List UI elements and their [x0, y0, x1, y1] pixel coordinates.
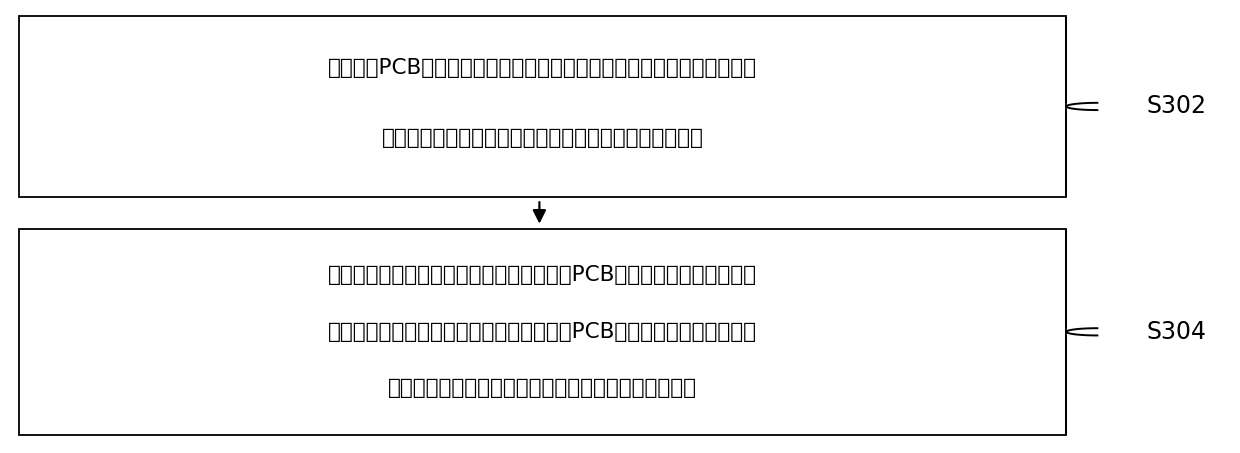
Text: ，上述预设比例用于指示上述多路功率间的功率分配比例: ，上述预设比例用于指示上述多路功率间的功率分配比例: [382, 128, 703, 148]
FancyBboxPatch shape: [19, 16, 1066, 197]
Text: 将上述多路功率中的第二类功率在上述多层PCB板的内层进行传输，其中: 将上述多路功率中的第二类功率在上述多层PCB板的内层进行传输，其中: [329, 322, 756, 342]
Text: 将上述多路功率中的第一类功率在上述多层PCB板的表层进行传输，以及: 将上述多路功率中的第一类功率在上述多层PCB板的表层进行传输，以及: [329, 265, 756, 285]
Text: S304: S304: [1147, 320, 1207, 344]
FancyBboxPatch shape: [19, 229, 1066, 435]
Text: ，上述第一类功率和上述第二类功率组成上述多路功率: ，上述第一类功率和上述第二类功率组成上述多路功率: [388, 378, 697, 399]
Text: 将在多层PCB的功率输入端输入的功率按照预设比例分成多路功率，其中: 将在多层PCB的功率输入端输入的功率按照预设比例分成多路功率，其中: [329, 58, 756, 78]
Text: S302: S302: [1147, 95, 1207, 118]
